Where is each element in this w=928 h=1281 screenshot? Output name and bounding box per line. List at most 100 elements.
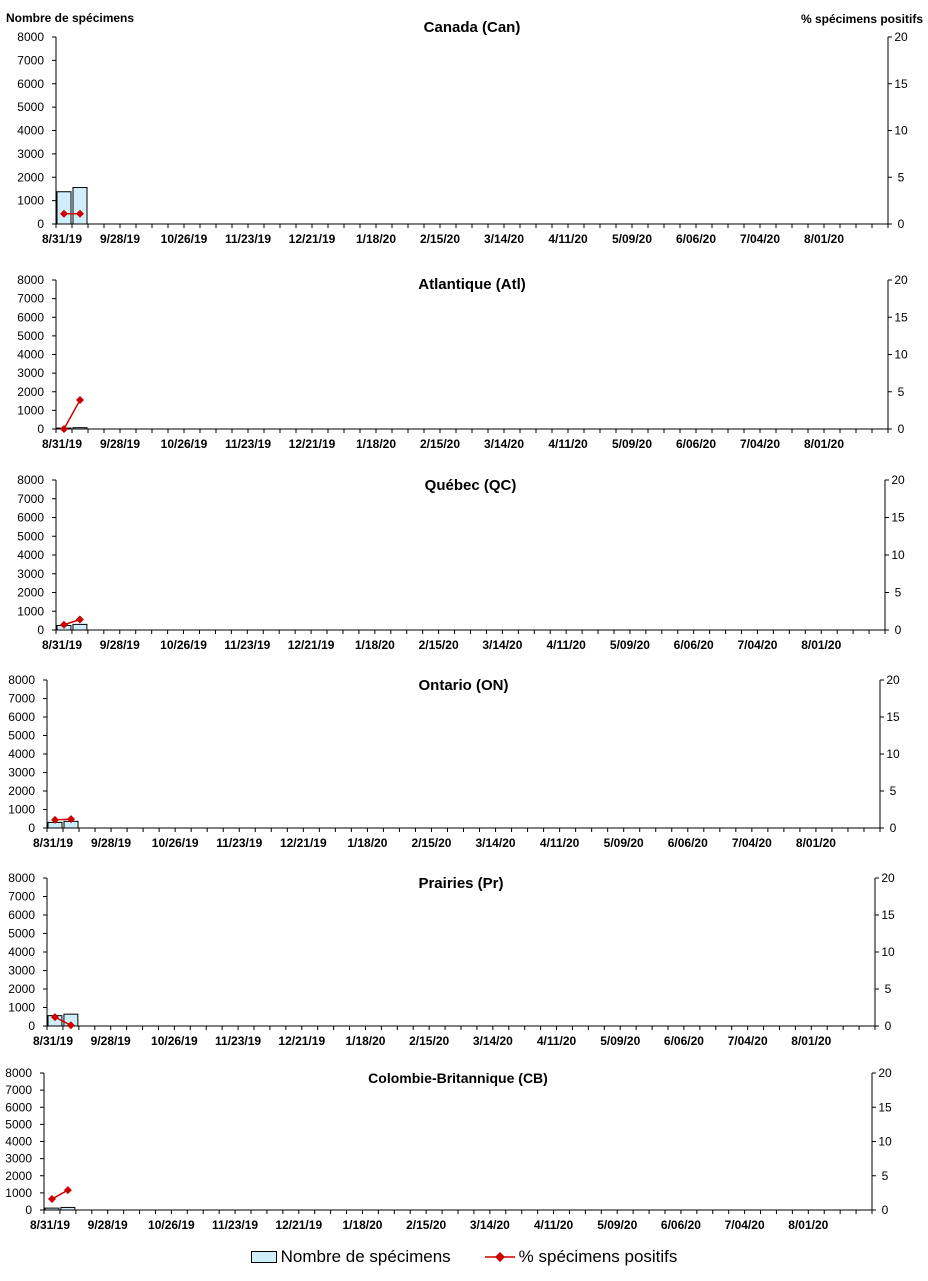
y-tick-label: 5000: [8, 729, 35, 743]
x-tick-label: 7/04/20: [725, 1218, 765, 1232]
x-tick-label: 3/14/20: [484, 437, 524, 451]
x-tick-label: 10/26/19: [161, 437, 208, 451]
y-tick-label: 1000: [17, 403, 44, 417]
bar: [56, 191, 72, 225]
y-tick-label: 2000: [17, 385, 44, 399]
y2-tick-label: 20: [886, 673, 900, 687]
x-tick-label: 8/31/19: [42, 638, 82, 652]
y-tick-label: 5000: [5, 1117, 32, 1131]
x-tick-label: 5/09/20: [604, 836, 644, 850]
y-tick-label: 8000: [17, 473, 44, 487]
x-tick-label: 2/15/20: [419, 638, 459, 652]
x-tick-label: 4/11/20: [540, 836, 580, 850]
x-tick-label: 11/23/19: [225, 437, 271, 451]
x-tick-label: 10/26/19: [151, 1034, 198, 1048]
y2-tick-label: 20: [894, 273, 908, 287]
x-tick-label: 8/01/20: [788, 1218, 828, 1232]
x-tick-label: 3/14/20: [473, 1034, 513, 1048]
y-tick-label: 6000: [8, 908, 35, 922]
x-tick-label: 1/18/20: [356, 232, 396, 246]
x-tick-label: 3/14/20: [470, 1218, 510, 1232]
y-tick-label: 8000: [5, 1066, 32, 1080]
bar: [44, 1207, 60, 1211]
x-tick-label: 7/04/20: [737, 638, 777, 652]
line-point: [51, 815, 60, 824]
x-tick-label: 12/21/19: [280, 836, 327, 850]
x-tick-label: 2/15/20: [406, 1218, 446, 1232]
y-tick-label: 7000: [17, 292, 44, 306]
y-tick-label: 1000: [17, 194, 44, 208]
y-tick-label: 5000: [17, 329, 44, 343]
x-tick-label: 9/28/19: [91, 1034, 131, 1048]
y2-tick-label: 10: [881, 945, 895, 959]
y2-tick-label: 0: [895, 623, 902, 637]
line-point: [76, 395, 84, 404]
x-tick-label: 9/28/19: [100, 437, 140, 451]
y2-tick-label: 15: [878, 1100, 892, 1114]
x-tick-label: 7/04/20: [732, 836, 772, 850]
y-tick-label: 1000: [5, 1186, 32, 1200]
x-tick-label: 2/15/20: [420, 437, 460, 451]
line-point: [59, 620, 68, 629]
y-tick-label: 3000: [5, 1152, 32, 1166]
y-tick-label: 2000: [17, 586, 44, 600]
x-tick-label: 2/15/20: [409, 1034, 449, 1048]
x-tick-label: 8/01/20: [796, 836, 836, 850]
y2-tick-label: 10: [886, 747, 900, 761]
chart-title: Québec (QC): [425, 477, 517, 494]
x-tick-label: 10/26/19: [160, 638, 207, 652]
y2-tick-label: 5: [882, 1169, 889, 1183]
y-tick-label: 0: [25, 1203, 32, 1217]
y2-tick-label: 0: [898, 217, 905, 231]
x-tick-label: 8/01/20: [801, 638, 841, 652]
x-tick-label: 11/23/19: [225, 232, 271, 246]
x-tick-label: 11/23/19: [216, 836, 262, 850]
line-point: [47, 1195, 56, 1204]
y-tick-label: 0: [37, 217, 44, 231]
legend: Nombre de spécimens % spécimens positifs: [0, 1247, 928, 1267]
y-tick-label: 5000: [8, 927, 35, 941]
x-tick-label: 4/11/20: [548, 437, 588, 451]
y2-tick-label: 20: [894, 30, 908, 44]
y-tick-label: 7000: [8, 890, 35, 904]
y-tick-label: 8000: [17, 30, 44, 44]
y-tick-label: 8000: [17, 273, 44, 287]
y-tick-label: 3000: [17, 147, 44, 161]
y-tick-label: 2000: [8, 982, 35, 996]
x-tick-label: 6/06/20: [676, 437, 716, 451]
series-line: [54, 1016, 72, 1026]
x-tick-label: 12/21/19: [278, 1034, 325, 1048]
x-tick-label: 12/21/19: [289, 232, 336, 246]
y-tick-label: 4000: [17, 348, 44, 362]
series-line: [63, 399, 81, 430]
x-tick-label: 6/06/20: [661, 1218, 701, 1232]
y-tick-label: 0: [28, 821, 35, 835]
y-tick-label: 0: [28, 1019, 35, 1033]
y-tick-label: 4000: [17, 548, 44, 562]
x-tick-label: 10/26/19: [148, 1218, 195, 1232]
x-tick-label: 5/09/20: [597, 1218, 637, 1232]
chart-title: Colombie-Britannique (CB): [368, 1070, 548, 1086]
y2-tick-label: 15: [894, 77, 908, 91]
x-tick-label: 5/09/20: [612, 437, 652, 451]
y-tick-label: 2000: [8, 784, 35, 798]
y-tick-label: 6000: [17, 77, 44, 91]
x-tick-label: 1/18/20: [342, 1218, 382, 1232]
line-point: [50, 1013, 59, 1022]
y2-tick-label: 10: [891, 548, 905, 562]
legend-bar-swatch: [250, 1251, 277, 1263]
line-point: [60, 425, 68, 433]
y2-tick-label: 0: [885, 1019, 892, 1033]
x-tick-label: 3/14/20: [476, 836, 516, 850]
y-tick-label: 0: [37, 623, 44, 637]
y-tick-label: 6000: [17, 511, 44, 525]
y2-tick-label: 20: [891, 473, 905, 487]
x-tick-label: 2/15/20: [420, 232, 460, 246]
y-tick-label: 7000: [17, 53, 44, 67]
x-tick-label: 1/18/20: [356, 437, 396, 451]
x-tick-label: 8/31/19: [33, 1034, 73, 1048]
chart-title: Canada (Can): [424, 19, 521, 36]
y2-tick-label: 10: [894, 124, 908, 138]
y2-tick-label: 20: [878, 1066, 892, 1080]
y-tick-label: 3000: [8, 766, 35, 780]
